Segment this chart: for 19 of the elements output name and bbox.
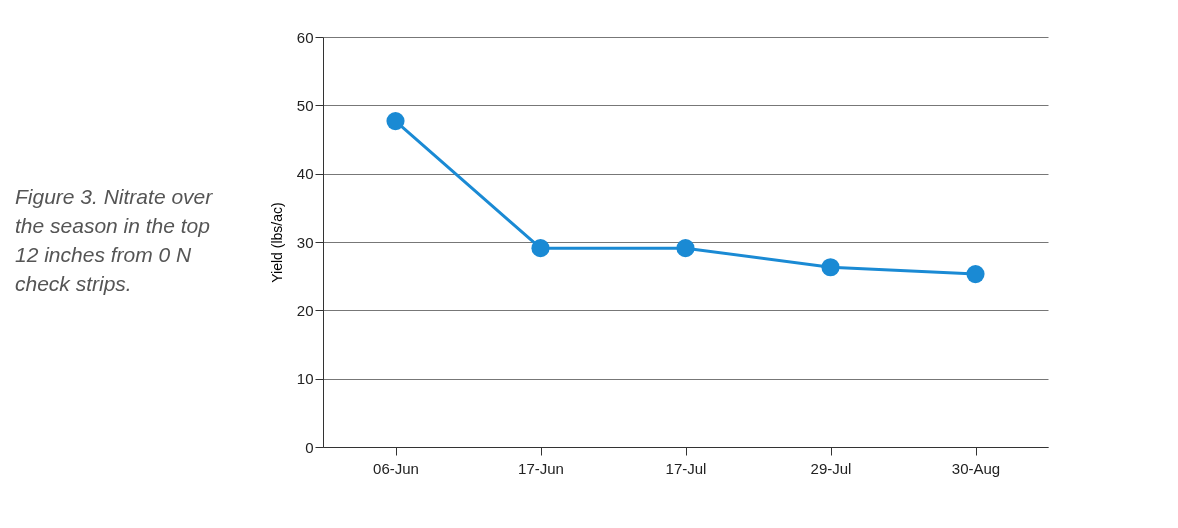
y-tick-label: 10 [296, 370, 314, 388]
point [966, 265, 985, 284]
x-tick-label: 17-Jun [518, 459, 564, 477]
y-tick-label: 0 [305, 438, 314, 456]
caption: Figure 3. Nitrate over the season in the top 12 inches from 0 N check strips. [15, 185, 214, 295]
point [386, 111, 405, 131]
y-tick-label: 40 [296, 165, 314, 183]
y-tick-label: 30 [296, 233, 314, 251]
point [531, 239, 550, 258]
y-axis-title: Yield (lbs/ac) [268, 202, 285, 283]
point [676, 239, 695, 258]
x-tick-label: 06-Jun [373, 459, 419, 477]
x-tick-label: 29-Jul [810, 459, 852, 477]
x-tick-label: 17-Jul [665, 459, 707, 477]
x-tick-label: 30-Aug [951, 459, 1001, 477]
y-tick-label: 20 [296, 301, 314, 319]
point [821, 258, 840, 277]
y-tick-label: 60 [296, 28, 314, 46]
y-tick-label: 50 [296, 96, 314, 114]
